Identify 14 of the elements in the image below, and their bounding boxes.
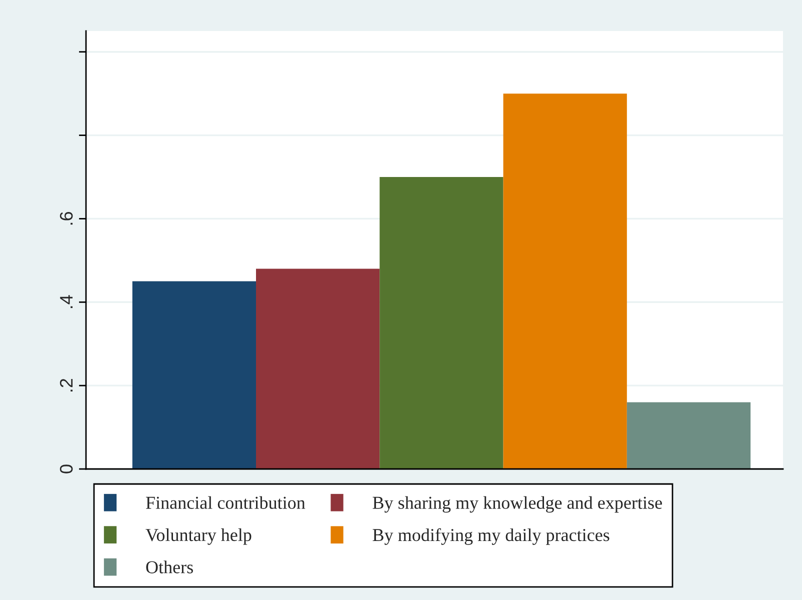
bar <box>380 177 504 469</box>
legend-label: By sharing my knowledge and expertise <box>372 496 662 513</box>
y-tick-label: .6 <box>60 212 73 225</box>
bar <box>626 402 751 469</box>
y-tick-label: .4 <box>60 295 73 308</box>
legend-label: Others <box>146 560 193 574</box>
bar <box>503 94 627 469</box>
legend-label: Financial contribution <box>146 496 306 509</box>
bar <box>256 268 380 469</box>
bar <box>132 281 256 469</box>
legend-label: By modifying my daily practices <box>372 528 610 545</box>
y-tick-label: .2 <box>60 378 73 392</box>
y-tick-label: 0 <box>60 464 73 474</box>
legend-label: Voluntary help <box>146 528 252 545</box>
